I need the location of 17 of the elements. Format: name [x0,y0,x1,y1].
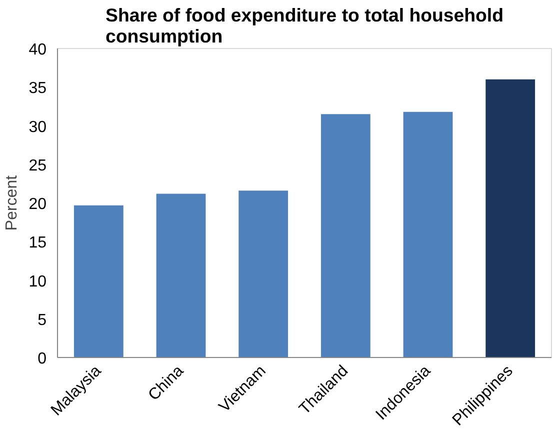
bar [320,114,370,358]
y-tick-label: 30 [28,118,47,136]
y-tick-label: 35 [28,80,47,98]
bar [486,79,536,358]
y-tick-label: 0 [38,350,47,368]
y-tick-label: 20 [28,196,47,213]
y-tick-label: 15 [28,234,47,252]
bar [238,190,288,358]
bar [74,205,124,358]
y-tick-label: 25 [28,157,47,174]
y-tick-label: 40 [28,42,47,58]
bar [156,194,206,358]
y-tick-label: 10 [28,273,47,290]
bar [403,112,453,358]
chart-title: Share of food expenditure to total household consumption [106,4,504,46]
y-axis-title: Percent [4,174,21,231]
y-tick-label: 5 [38,312,47,329]
